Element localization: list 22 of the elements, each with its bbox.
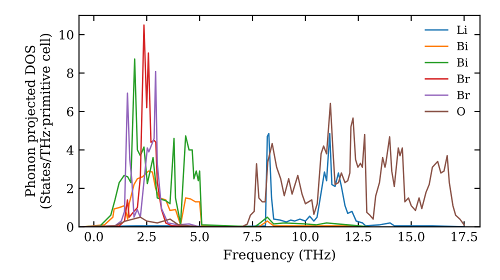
legend-label: Li: [457, 26, 468, 34]
x-axis-title: Frequency (THz): [224, 249, 336, 262]
legend-label: Br: [457, 74, 470, 83]
x-tick-label: 7.5: [244, 232, 262, 242]
y-tick-label: 6: [67, 106, 74, 116]
legend-label: Br: [457, 90, 470, 100]
y-axis-title: Phonon projected DOS (States/THz·primitive cell): [24, 34, 53, 208]
legend-label: Bi: [457, 58, 468, 66]
x-tick-label: 10.0: [293, 232, 319, 242]
x-tick-label: 2.5: [138, 232, 156, 242]
legend-label: O: [457, 107, 466, 116]
x-tick-label: 17.5: [452, 232, 478, 242]
x-tick-label: 15.0: [398, 232, 424, 242]
y-tick-label: 10: [60, 30, 74, 40]
x-tick-label: 12.5: [346, 232, 372, 242]
legend-label: Bi: [457, 42, 468, 50]
y-tick-label: 0: [67, 222, 74, 232]
y-tick-label: 2: [67, 184, 73, 194]
x-tick-label: 0.0: [84, 232, 103, 242]
y-tick-label: 4: [66, 145, 74, 155]
y-tick-label: 8: [67, 68, 74, 78]
x-tick-label: 5.0: [190, 232, 209, 242]
